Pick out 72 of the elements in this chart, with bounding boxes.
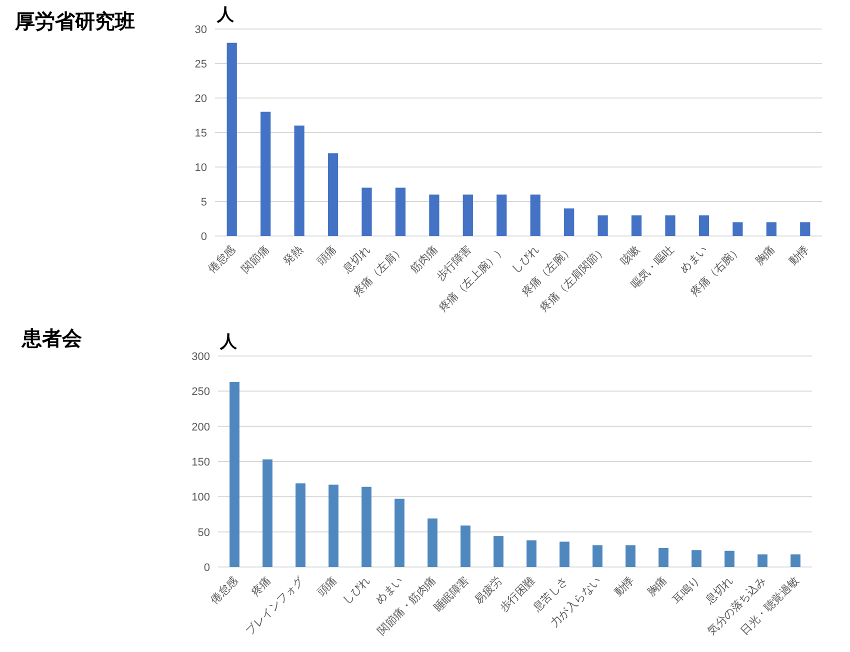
bar xyxy=(564,208,574,236)
bar xyxy=(462,194,473,236)
bar xyxy=(626,545,636,567)
y-tick-label: 200 xyxy=(192,421,210,434)
bar xyxy=(460,526,470,567)
bar xyxy=(758,554,768,567)
y-tick-label: 100 xyxy=(192,492,210,504)
bar xyxy=(362,486,372,567)
x-tick-label: 発熱 xyxy=(280,242,306,268)
x-tick-label: 咳嗽 xyxy=(618,242,643,268)
x-tick-label: 胸痛 xyxy=(644,574,670,599)
bar xyxy=(530,194,540,236)
bar xyxy=(766,222,776,236)
bar xyxy=(328,153,338,236)
bar xyxy=(560,542,570,567)
bar xyxy=(800,222,810,236)
x-tick-label: 動悸 xyxy=(787,244,812,268)
bar xyxy=(526,540,536,567)
bar xyxy=(395,188,406,236)
y-tick-label: 0 xyxy=(204,562,210,574)
x-tick-label: 疼痛 xyxy=(248,574,274,599)
bar xyxy=(790,554,800,567)
bar xyxy=(631,215,642,236)
bar xyxy=(226,42,237,236)
x-tick-label: しびれ xyxy=(510,244,542,276)
text: 患者会 xyxy=(21,328,83,350)
bar xyxy=(362,188,372,236)
y-tick-label: 15 xyxy=(194,128,207,140)
x-tick-label: めまい xyxy=(678,244,710,276)
bar xyxy=(658,548,668,567)
x-tick-label: 倦怠感 xyxy=(208,574,241,606)
x-tick-label: 胸痛 xyxy=(752,242,778,268)
bar xyxy=(260,112,271,236)
y-axis-title: 人 xyxy=(219,332,238,351)
y-tick-label: 300 xyxy=(192,351,210,363)
y-tick-label: 30 xyxy=(194,24,207,36)
x-tick-label: 頭痛 xyxy=(314,574,340,599)
bar xyxy=(494,536,504,567)
bar xyxy=(496,194,507,236)
y-axis-title: 人 xyxy=(216,5,235,24)
bar xyxy=(665,215,676,236)
bar xyxy=(394,498,404,567)
bar xyxy=(294,126,304,236)
x-tick-label: 耳鳴り xyxy=(670,574,703,606)
x-tick-label: 倦怠感 xyxy=(205,242,238,276)
bar xyxy=(598,215,608,236)
x-tick-label: しびれ xyxy=(340,574,373,606)
x-tick-label: 動悸 xyxy=(612,574,637,599)
y-tick-label: 25 xyxy=(194,58,207,70)
bar xyxy=(429,194,440,236)
y-tick-label: 50 xyxy=(198,526,210,539)
x-tick-label: めまい xyxy=(374,574,406,606)
y-tick-label: 5 xyxy=(200,196,207,208)
chart-title: 厚労省研究班 xyxy=(14,10,135,33)
y-tick-label: 250 xyxy=(192,386,210,398)
y-tick-label: 150 xyxy=(192,456,210,468)
bar xyxy=(328,484,338,567)
bar xyxy=(230,382,240,567)
bar xyxy=(428,518,438,567)
y-tick-label: 10 xyxy=(194,162,207,174)
bar xyxy=(698,215,710,236)
bar xyxy=(724,550,734,567)
bar xyxy=(732,222,743,236)
bar xyxy=(296,483,306,567)
x-tick-label: 関節痛 xyxy=(239,242,272,276)
y-tick-label: 0 xyxy=(200,231,207,243)
y-tick-label: 20 xyxy=(194,93,207,105)
bar xyxy=(262,459,272,567)
x-tick-label: 息切れ xyxy=(340,242,373,276)
x-tick-label: 頭痛 xyxy=(314,242,340,268)
bar xyxy=(592,545,602,567)
bar xyxy=(692,550,702,567)
